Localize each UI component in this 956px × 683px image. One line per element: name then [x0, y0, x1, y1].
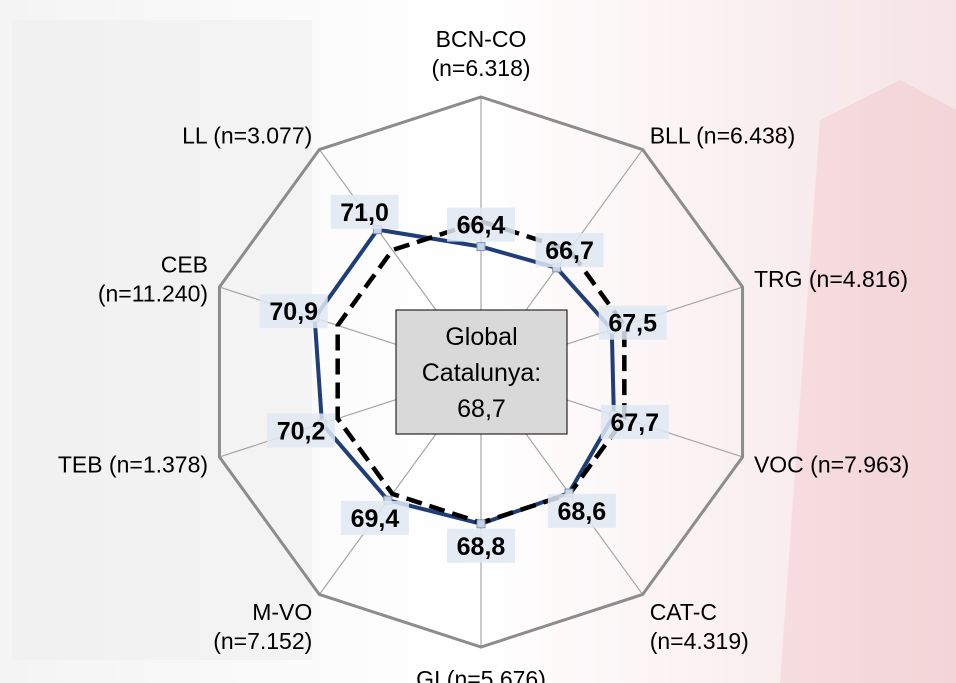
value-label: 67,5 — [608, 310, 657, 338]
category-labels: BCN-CO (n=6.318) BLL (n=6.438) TRG (n=4.816… — [58, 26, 909, 683]
series-marker — [476, 242, 486, 252]
value-label: 66,7 — [545, 237, 594, 265]
category-label: GI (n=5.676) — [416, 666, 546, 683]
center-box-line: Catalunya: — [422, 359, 542, 387]
category-label: CAT-C — [650, 599, 717, 625]
radar-outer-web — [217, 95, 745, 649]
center-box-rect — [395, 309, 568, 435]
category-label: CEB — [161, 251, 208, 277]
series-marker — [476, 519, 486, 529]
value-label-bg — [598, 305, 667, 340]
value-label: 70,2 — [277, 417, 326, 445]
category-label: BCN-CO — [436, 26, 527, 52]
center-box-line: 68,7 — [457, 395, 506, 423]
value-label-bg — [267, 413, 336, 448]
category-label: LL (n=3.077) — [182, 122, 312, 148]
value-label-bg — [447, 207, 515, 242]
value-label: 67,7 — [610, 409, 659, 437]
value-label-bg — [259, 294, 328, 329]
value-label: 66,4 — [457, 212, 506, 240]
category-label: TRG (n=4.816) — [754, 266, 908, 292]
category-label: (n=6.318) — [431, 55, 530, 81]
value-label-bg — [447, 528, 515, 563]
value-label-bg — [330, 194, 399, 229]
center-box: Global Catalunya: 68,7 — [395, 309, 568, 435]
value-label-bg — [547, 493, 616, 528]
value-label: 69,4 — [351, 505, 400, 533]
value-label: 68,8 — [457, 533, 506, 561]
value-label-bg — [340, 500, 409, 535]
category-label: VOC (n=7.963) — [754, 452, 909, 478]
center-box-line: Global — [445, 323, 517, 351]
value-label: 71,0 — [340, 199, 389, 227]
value-label-bg — [535, 233, 604, 268]
watermark-shape — [12, 20, 312, 660]
category-label: (n=7.152) — [213, 628, 312, 654]
background-watermark — [12, 20, 956, 683]
value-label: 68,6 — [558, 498, 607, 526]
value-label-bg — [600, 404, 669, 439]
value-label: 70,9 — [269, 298, 318, 326]
category-label: M-VO — [252, 599, 312, 625]
category-label: (n=4.319) — [650, 628, 749, 654]
category-label: (n=11.240) — [98, 280, 208, 306]
value-labels: 66,4 66,7 67,5 67,7 68,6 68,8 69,4 70,2 70,9 71,0 — [259, 194, 669, 563]
category-label: TEB (n=1.378) — [58, 452, 208, 478]
category-label: BLL (n=6.438) — [650, 122, 796, 148]
watermark-shape — [780, 80, 956, 683]
